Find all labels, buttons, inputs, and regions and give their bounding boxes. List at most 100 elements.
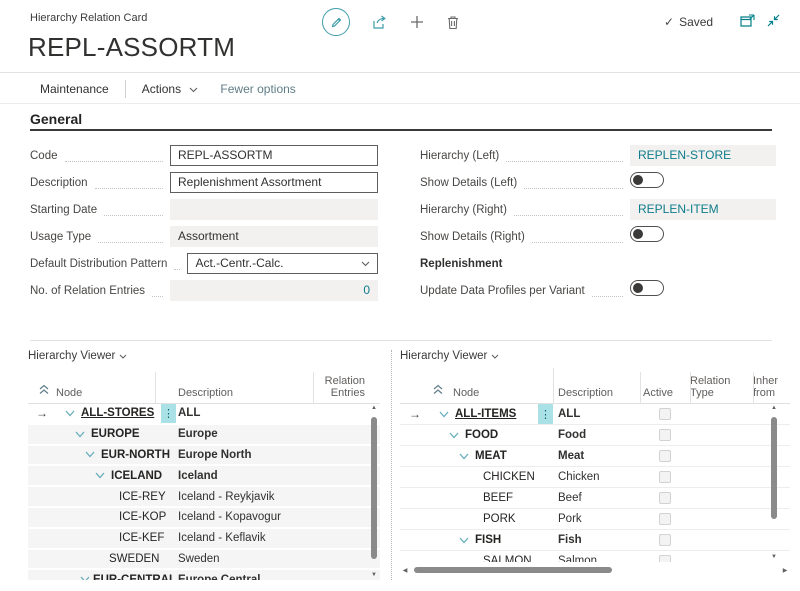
node-cell[interactable]: ALL-ITEMS ⋮ [430, 404, 553, 424]
tree-row-pork[interactable]: PORK Pork [400, 509, 790, 530]
tree-row-all-stores[interactable]: ALL-STORES ⋮ALL [28, 404, 380, 425]
node-cell[interactable]: FOOD [430, 425, 553, 445]
scroll-right-icon[interactable]: ▶ [782, 567, 788, 574]
current-row-arrow[interactable] [400, 404, 430, 424]
active-checkbox[interactable] [659, 534, 671, 546]
row-selector[interactable] [28, 425, 56, 444]
hierarchy-left-field[interactable]: REPLEN-STORE [630, 145, 776, 166]
tree-expand-toggle[interactable] [65, 410, 81, 417]
tree-chevron-down-icon[interactable] [85, 451, 95, 458]
scroll-up-icon[interactable]: ▲ [771, 405, 777, 411]
scrollbar-thumb[interactable] [771, 417, 777, 519]
no-of-relation-entries-field[interactable]: 0 [170, 280, 378, 301]
node-cell[interactable]: EUROPE [56, 425, 176, 444]
node-cell[interactable]: EUR-NORTH [56, 446, 176, 465]
tree-row-chicken[interactable]: CHICKEN Chicken [400, 467, 790, 488]
scroll-up-icon[interactable]: ▲ [371, 405, 377, 411]
row-menu-icon[interactable]: ⋮ [538, 404, 553, 424]
active-checkbox[interactable] [659, 471, 671, 483]
share-button[interactable] [372, 15, 388, 30]
menu-maintenance[interactable]: Maintenance [40, 82, 109, 96]
row-selector[interactable] [28, 487, 56, 506]
tree-row-meat[interactable]: MEAT Meat [400, 446, 790, 467]
tree-row-ice-kef[interactable]: ICE-KEF Iceland - Keflavik [28, 528, 380, 550]
active-checkbox[interactable] [659, 513, 671, 525]
tree-chevron-down-icon[interactable] [449, 432, 459, 439]
vertical-scrollbar[interactable]: ▲ ▼ [369, 404, 379, 580]
header-active[interactable]: Active [643, 387, 673, 399]
edit-pencil-button[interactable] [322, 8, 350, 36]
header-relation-type[interactable]: Relation Type [690, 375, 731, 399]
new-button[interactable] [410, 15, 424, 29]
tree-row-sweden[interactable]: SWEDEN Sweden [28, 549, 380, 571]
tree-expand-toggle[interactable] [95, 472, 111, 479]
row-selector[interactable] [28, 446, 56, 465]
show-details-right-toggle[interactable] [630, 226, 664, 242]
node-cell[interactable]: MEAT [430, 446, 553, 466]
default-distribution-pattern-field[interactable]: Act.-Centr.-Calc. [187, 253, 378, 274]
tree-row-ice-rey[interactable]: ICE-REY Iceland - Reykjavik [28, 487, 380, 508]
tree-row-eur-north[interactable]: EUR-NORTH Europe North [28, 445, 380, 467]
row-selector[interactable] [400, 467, 430, 487]
active-checkbox[interactable] [659, 408, 671, 420]
tree-row-europe[interactable]: EUROPE Europe [28, 424, 380, 446]
minimize-page-button[interactable] [767, 14, 780, 32]
header-node[interactable]: Node [56, 387, 83, 399]
tree-row-iceland[interactable]: ICELAND Iceland [28, 466, 380, 488]
tree-chevron-down-icon[interactable] [439, 411, 449, 418]
tree-row-fish[interactable]: FISH Fish [400, 530, 790, 551]
node-cell[interactable]: ALL-STORES ⋮ [56, 404, 176, 423]
horizontal-scrollbar[interactable]: ◀ ▶ [400, 562, 790, 578]
current-row-arrow[interactable] [28, 404, 56, 423]
scrollbar-thumb[interactable] [371, 417, 377, 559]
row-selector[interactable] [28, 550, 56, 569]
row-selector[interactable] [400, 530, 430, 550]
active-checkbox[interactable] [659, 492, 671, 504]
scrollbar-thumb[interactable] [414, 567, 612, 573]
vertical-scrollbar[interactable]: ▲ ▼ [769, 404, 779, 562]
row-menu-icon[interactable]: ⋮ [161, 404, 176, 423]
tree-expand-toggle[interactable] [459, 453, 475, 460]
node-cell[interactable]: BEEF [430, 488, 553, 508]
row-selector[interactable] [400, 509, 430, 529]
menu-actions[interactable]: Actions [142, 82, 199, 96]
show-details-left-toggle[interactable] [630, 172, 664, 188]
tree-row-ice-kop[interactable]: ICE-KOP Iceland - Kopavogur [28, 507, 380, 529]
active-checkbox[interactable] [659, 450, 671, 462]
viewer-caption-left[interactable]: Hierarchy Viewer [28, 348, 380, 364]
tree-expand-toggle[interactable] [75, 431, 91, 438]
header-relation-entries[interactable]: Relation Entries [324, 375, 365, 399]
open-in-new-window-button[interactable] [740, 14, 755, 32]
collapse-all-button[interactable] [38, 384, 50, 398]
tree-row-all-items[interactable]: ALL-ITEMS ⋮ ALL [400, 404, 790, 425]
breadcrumb[interactable]: Hierarchy Relation Card [30, 12, 148, 24]
node-cell[interactable]: EUR-CENTRAL [56, 570, 176, 580]
tree-chevron-down-icon[interactable] [95, 472, 105, 479]
tree-row-beef[interactable]: BEEF Beef [400, 488, 790, 509]
tree-expand-toggle[interactable] [439, 411, 455, 418]
tree-expand-toggle[interactable] [449, 432, 465, 439]
row-selector[interactable] [400, 488, 430, 508]
section-general-heading[interactable]: General [30, 111, 83, 127]
node-cell[interactable]: CHICKEN [430, 467, 553, 487]
hierarchy-right-field[interactable]: REPLEN-ITEM [630, 199, 776, 220]
viewer-caption-right[interactable]: Hierarchy Viewer [400, 348, 790, 364]
scroll-down-icon[interactable]: ▼ [771, 554, 777, 560]
active-checkbox[interactable] [659, 429, 671, 441]
menu-fewer-options[interactable]: Fewer options [220, 82, 296, 96]
node-cell[interactable]: ICE-REY [56, 487, 176, 506]
tree-chevron-down-icon[interactable] [65, 410, 75, 417]
node-cell[interactable]: ICE-KOP [56, 508, 176, 527]
update-data-profiles-per-variant-toggle[interactable] [630, 280, 664, 296]
tree-row-food[interactable]: FOOD Food [400, 425, 790, 446]
tree-expand-toggle[interactable] [80, 576, 93, 580]
collapse-all-button[interactable] [432, 384, 444, 398]
tree-chevron-down-icon[interactable] [80, 576, 90, 580]
tree-chevron-down-icon[interactable] [459, 453, 469, 460]
row-selector[interactable] [28, 466, 56, 485]
row-selector[interactable] [400, 446, 430, 466]
node-cell[interactable]: SWEDEN [56, 550, 176, 569]
header-inherited-from[interactable]: Inher from [753, 375, 779, 399]
code-field[interactable]: REPL-ASSORTM [170, 145, 378, 166]
description-field[interactable]: Replenishment Assortment [170, 172, 378, 193]
